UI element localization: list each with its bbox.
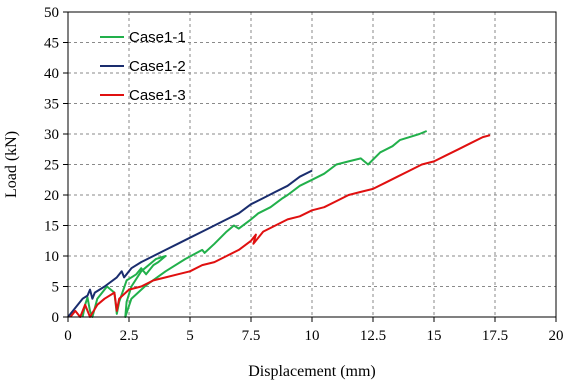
y-tick-label: 0	[52, 310, 60, 326]
x-tick-label: 17.5	[482, 328, 508, 344]
legend-label-2: Case1-2	[129, 58, 186, 75]
x-tick-label: 15	[427, 328, 442, 344]
series-line-1	[81, 130, 428, 318]
x-tick-label: 0	[64, 328, 72, 344]
legend: Case1-1 Case1-2 Case1-3	[100, 29, 186, 104]
series-line-2	[67, 169, 313, 318]
x-tick-label: 5	[186, 328, 194, 344]
y-tick-label: 35	[44, 97, 59, 113]
series-lines	[67, 130, 491, 318]
x-axis-title: Displacement (mm)	[248, 363, 376, 380]
legend-label-3: Case1-3	[129, 87, 186, 104]
y-tick-label: 30	[44, 127, 59, 143]
grid-lines	[68, 12, 556, 317]
axis-ticks: 0 2.5 5 7.5 10 12.5 15 17.5 20 0 5 10 15 20 25 30 35 40 45…	[44, 5, 564, 344]
y-tick-label: 25	[44, 158, 59, 174]
y-tick-label: 40	[44, 66, 59, 82]
y-tick-label: 45	[44, 36, 59, 52]
legend-label-1: Case1-1	[129, 29, 186, 46]
x-tick-label: 20	[549, 328, 564, 344]
x-tick-label: 2.5	[120, 328, 139, 344]
y-tick-label: 50	[44, 5, 59, 21]
y-tick-label: 10	[44, 249, 59, 265]
y-axis-title: Load (kN)	[3, 131, 20, 198]
x-tick-label: 10	[305, 328, 320, 344]
y-tick-label: 15	[44, 219, 59, 235]
y-tick-label: 5	[52, 280, 60, 296]
y-tick-label: 20	[44, 188, 59, 204]
x-tick-label: 12.5	[360, 328, 386, 344]
series-line-3	[69, 134, 491, 318]
x-tick-label: 7.5	[242, 328, 261, 344]
